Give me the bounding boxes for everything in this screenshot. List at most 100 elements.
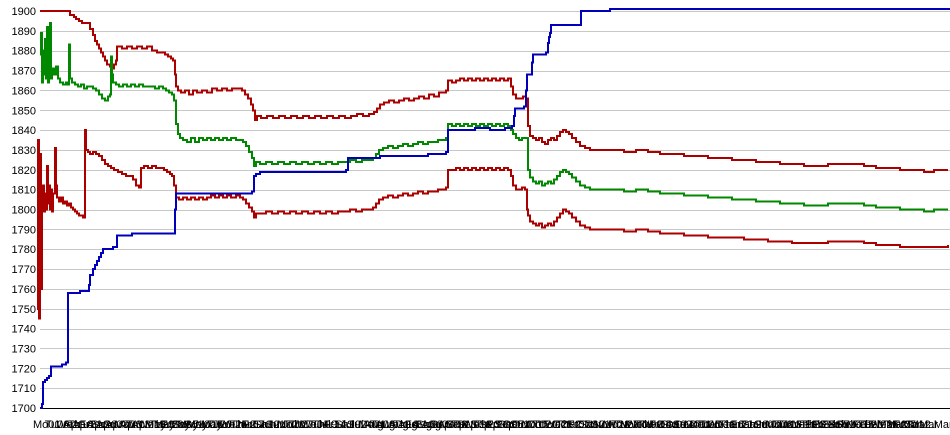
y-axis-tick-label: 1850: [12, 105, 36, 117]
x-axis-tick-label: We18.Feb: [789, 419, 840, 431]
x-axis-tick-label: Su24.Dec: [672, 419, 721, 431]
x-axis-tick-label: Mo15.Mar: [847, 419, 897, 431]
x-axis-tick-label: Mo22.Nov: [603, 419, 654, 431]
x-axis-tick-label: Mo15.Oct: [521, 419, 569, 431]
y-axis-tick-label: 1800: [12, 205, 36, 217]
x-axis-tick-label: Mo01.Apr: [33, 419, 81, 431]
x-axis-tick-label: Sa05.Oct: [498, 419, 544, 431]
x-axis-tick-label: We25.Jun: [219, 419, 268, 431]
x-axis-tick-label: Tu20.Oct: [533, 419, 578, 431]
x-axis-tick-label: Fr21.Apr: [80, 419, 123, 431]
x-axis-tick-labels: Mo01.AprTu06.AprWe11.AprTh16.AprFr21.Apr…: [33, 419, 950, 431]
gridlines: [40, 11, 950, 409]
x-axis-tick-label: Su03.Sep: [428, 419, 476, 431]
x-axis-tick-label: Tu06.Apr: [45, 419, 90, 431]
y-axis-tick-label: 1890: [12, 26, 36, 38]
y-axis-tick-label: 1710: [12, 383, 36, 395]
x-axis-tick-label: We11.Apr: [56, 419, 104, 431]
x-axis-tick-label: Th02.Nov: [556, 419, 604, 431]
x-axis-tick-label: Sa05.May: [173, 419, 223, 431]
x-axis-tick-label: Su17.Nov: [591, 419, 640, 431]
x-axis-tick-label: We04.Jul: [300, 419, 346, 431]
trend-blue-line: [40, 8, 950, 409]
x-axis-tick-label: Tu13.Feb: [777, 419, 824, 431]
x-axis-tick-label: Mo01.Dec: [684, 419, 735, 431]
x-axis-tick-label: Th02.Mar: [882, 419, 929, 431]
y-axis-tick-label: 1700: [12, 403, 36, 415]
x-axis-tick-label: Tu27.Jul: [289, 419, 331, 431]
x-axis-tick-label: Mo01.Aug: [359, 419, 409, 431]
x-axis-tick-label: Sa26.Apr: [91, 419, 137, 431]
x-axis-tick-label: Su10.Oct: [510, 419, 556, 431]
x-axis-tick-label: Th16.Apr: [68, 419, 114, 431]
x-axis-tick-label: Th16.Jan: [719, 419, 765, 431]
x-axis-tick-label: Tu20.Jun: [207, 419, 252, 431]
x-axis-tick-label: Fr14.Dec: [649, 419, 695, 431]
x-axis-tick-label: Tu27.Nov: [614, 419, 662, 431]
y-axis-tick-label: 1810: [12, 185, 36, 197]
x-axis-tick-label: Mo08.Sep: [440, 419, 490, 431]
x-axis-tick-label: Su10.Feb: [835, 419, 883, 431]
y-axis-tick-label: 1740: [12, 324, 36, 336]
x-axis-tick-label: Tu06.Jan: [696, 419, 741, 431]
x-axis-tick-label: We25.Oct: [545, 419, 594, 431]
y-axis-tick-label: 1760: [12, 284, 36, 296]
y-axis-tick-label: 1790: [12, 224, 36, 236]
x-axis-tick-label: Sa26.Jan: [742, 419, 788, 431]
x-axis-tick-label: We11.Jan: [707, 419, 756, 431]
x-axis-tick-label: We18.May: [138, 419, 191, 431]
series-lines: [37, 8, 950, 409]
y-axis-tick-label: 1900: [12, 6, 36, 18]
y-axis-tick-label: 1830: [12, 145, 36, 157]
x-axis-tick-label: Th23.May: [149, 419, 198, 431]
x-axis-tick-label: Th09.Dec: [638, 419, 686, 431]
x-axis-tick-label: Mo08.Feb: [765, 419, 815, 431]
x-axis-tick-label: Fr28.Oct: [486, 419, 529, 431]
y-axis-tick-label: 1720: [12, 363, 36, 375]
y-axis-tick-label: 1730: [12, 343, 36, 355]
x-axis-tick-label: Mo22.Jul: [277, 419, 322, 431]
x-axis-tick-label: We04.Dec: [626, 419, 678, 431]
x-axis-tick-label: Sa19.Aug: [335, 419, 383, 431]
y-axis-tick-label: 1870: [12, 66, 36, 78]
x-axis-tick-label: Su17.Jul: [266, 419, 309, 431]
x-axis-tick-label: Sa26.Sep: [417, 419, 465, 431]
x-axis-tick-label: Sa12.Mar: [905, 419, 950, 431]
x-axis-tick-label: Fr07.Nov: [568, 419, 614, 431]
x-axis-tick-label: Fr07.Jun: [242, 419, 285, 431]
x-axis-tick-label: Sa12.Jul: [254, 419, 297, 431]
x-axis-tick-label: Fr07.Mar: [893, 419, 938, 431]
x-axis-tick-label: Th16.Aug: [393, 419, 441, 431]
x-axis-tick-label: Su10.Jun: [184, 419, 230, 431]
x-axis-tick-label: Su03.Jan: [754, 419, 800, 431]
x-axis-tick-label: Su24.Aug: [347, 419, 395, 431]
x-axis-tick-label: Fr28.Feb: [812, 419, 857, 431]
x-axis-tick-label: Mo08.May: [114, 419, 166, 431]
x-axis-tick-label: Tu13.May: [126, 419, 175, 431]
x-axis-tick-label: Th02.Jun: [231, 419, 277, 431]
y-axis-tick-labels: 1900 1890 1880 1870 1860 1850 1840 1830 1820 1810…: [12, 6, 36, 415]
x-axis-tick-label: Fr21.Jan: [731, 419, 774, 431]
x-axis-tick-label: Th23.Feb: [800, 419, 847, 431]
x-axis-tick-label: Fr14.Jul: [324, 419, 364, 431]
x-axis-tick-label: Fr28.May: [161, 419, 208, 431]
x-axis-tick-label: Mo15.Jun: [196, 419, 244, 431]
y-axis-tick-label: 1780: [12, 244, 36, 256]
x-axis-tick-label: Tu20.Mar: [858, 419, 905, 431]
y-axis-tick-label: 1820: [12, 165, 36, 177]
x-axis-tick-label: We18.Sep: [463, 419, 514, 431]
x-axis-tick-label: Sa05.Feb: [824, 419, 872, 431]
y-axis-tick-label: 1770: [12, 264, 36, 276]
x-axis-tick-label: Su03.Apr: [103, 419, 149, 431]
y-axis-tick-label: 1750: [12, 304, 36, 316]
x-axis-tick-label: Sa19.Dec: [661, 419, 710, 431]
x-axis-tick-label: Th23.Oct: [475, 419, 520, 431]
low-red-line: [37, 129, 949, 320]
x-axis-tick-label: Sa12.Nov: [579, 419, 628, 431]
x-axis-tick-label: We25.Mar: [870, 419, 921, 431]
average-green-line: [40, 21, 948, 213]
y-axis-tick-label: 1840: [12, 125, 36, 137]
x-axis-tick-label: Tu06.Aug: [370, 419, 417, 431]
